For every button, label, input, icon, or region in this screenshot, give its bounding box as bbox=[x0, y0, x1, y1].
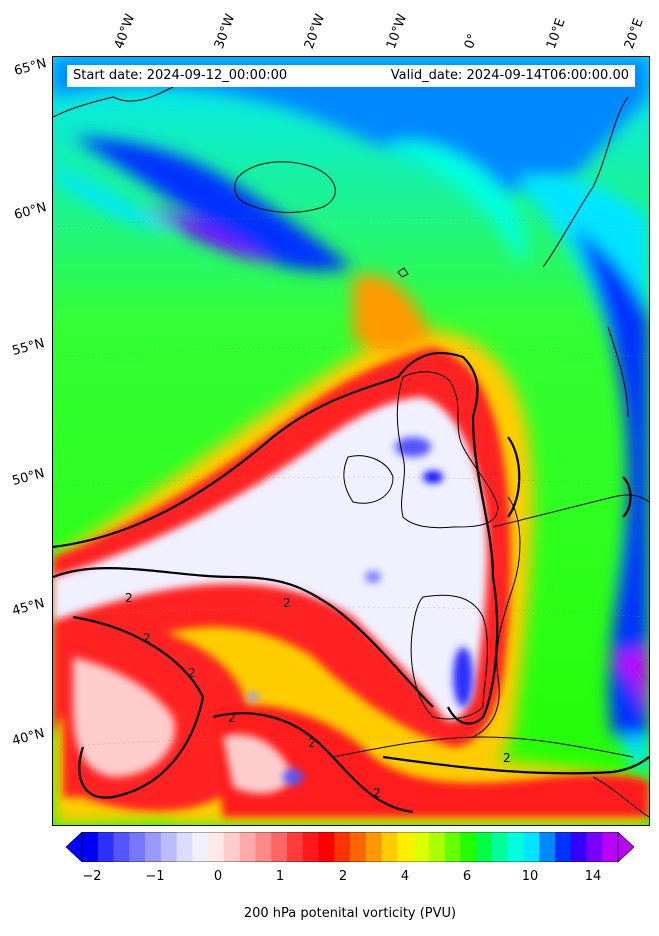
colorbar-tick: −1 bbox=[145, 869, 165, 884]
lat-label-60n: 60°N bbox=[12, 200, 49, 223]
contour-label: 2 bbox=[228, 711, 236, 725]
colorbar-cell bbox=[302, 832, 319, 862]
lon-label-40w: 40°W bbox=[111, 12, 139, 51]
colorbar-cell bbox=[397, 832, 414, 862]
lat-label-40n: 40°N bbox=[10, 726, 47, 749]
colorbar-min-arrow bbox=[66, 832, 83, 862]
colorbar-cell bbox=[208, 832, 225, 862]
northern-low-pv-region bbox=[53, 57, 649, 271]
lon-label-20e: 20°E bbox=[621, 16, 647, 51]
colorbar-cell bbox=[239, 832, 256, 862]
colorbar-cell bbox=[586, 832, 603, 862]
colorbar-cell bbox=[82, 832, 99, 862]
ireland-coast bbox=[343, 455, 394, 504]
iceland-coast bbox=[234, 161, 336, 213]
colorbar-cell bbox=[192, 832, 209, 862]
colorbar bbox=[66, 832, 634, 862]
colorbar-cell bbox=[381, 832, 398, 862]
colorbar-cell bbox=[444, 832, 461, 862]
eastern-low-pv-streamer bbox=[513, 174, 649, 778]
colorbar-cell bbox=[318, 832, 335, 862]
lon-label-0: 0° bbox=[461, 31, 482, 51]
colorbar-cell bbox=[160, 832, 177, 862]
pv-field-svg: 2 2 2 2 2 2 2 2 bbox=[53, 57, 649, 825]
colorbar-cell bbox=[223, 832, 240, 862]
start-date-text: Start date: 2024-09-12_00:00:00 bbox=[73, 68, 288, 83]
coastlines bbox=[53, 86, 649, 818]
negative-pv-spots bbox=[247, 437, 473, 785]
lon-label-30w: 30°W bbox=[211, 12, 239, 51]
lat-label-45n: 45°N bbox=[10, 596, 47, 619]
colorbar-cell bbox=[476, 832, 493, 862]
pv-map: 2 2 2 2 2 2 2 2 bbox=[52, 56, 650, 826]
valid-date-text: Valid_date: 2024-09-14T06:00:00.00 bbox=[390, 68, 629, 83]
colorbar-tick: 14 bbox=[584, 869, 602, 884]
norway-coast bbox=[542, 96, 629, 268]
contour-label: 2 bbox=[188, 666, 196, 680]
colorbar-cell bbox=[507, 832, 524, 862]
colorbar-cell bbox=[460, 832, 477, 862]
sweden-coast bbox=[607, 326, 629, 418]
colorbar-tick: 4 bbox=[400, 869, 410, 884]
colorbar-tick: 0 bbox=[213, 869, 223, 884]
colorbar-tick: 10 bbox=[521, 869, 539, 884]
colorbar-cell bbox=[129, 832, 146, 862]
colorbar-cell bbox=[271, 832, 288, 862]
colorbar-cell bbox=[539, 832, 556, 862]
lon-label-10w: 10°W bbox=[383, 12, 411, 51]
contour-label: 2 bbox=[283, 596, 291, 610]
contour-label: 2 bbox=[373, 786, 381, 800]
pv-2-contours bbox=[53, 352, 649, 814]
mediterranean-coast bbox=[592, 776, 649, 818]
greenland-coast bbox=[53, 86, 174, 118]
north-sea-coast bbox=[492, 494, 649, 528]
colorbar-tick: 6 bbox=[462, 869, 472, 884]
africa-coast bbox=[332, 736, 634, 758]
lat-label-50n: 50°N bbox=[10, 466, 47, 489]
iberia-coast bbox=[410, 594, 488, 720]
colorbar-cell bbox=[255, 832, 272, 862]
britain-coast bbox=[396, 371, 499, 529]
colorbar-cell bbox=[286, 832, 303, 862]
colorbar-cell bbox=[113, 832, 130, 862]
colorbar-tick: −2 bbox=[82, 869, 102, 884]
lon-label-10e: 10°E bbox=[543, 16, 569, 51]
colorbar-cell bbox=[491, 832, 508, 862]
contour-labels: 2 2 2 2 2 2 2 2 bbox=[125, 591, 511, 800]
colorbar-label: 200 hPa potenital vorticity (PVU) bbox=[243, 906, 457, 921]
lon-label-20w: 20°W bbox=[301, 12, 329, 51]
colorbar-cell bbox=[176, 832, 193, 862]
colorbar-cell bbox=[350, 832, 367, 862]
date-info-bar: Start date: 2024-09-12_00:00:00 Valid_da… bbox=[67, 65, 635, 87]
lat-label-65n: 65°N bbox=[12, 56, 49, 79]
colorbar-cell bbox=[602, 832, 619, 862]
colorbar-cell bbox=[428, 832, 445, 862]
colorbar-cell bbox=[334, 832, 351, 862]
colorbar-tick: 1 bbox=[275, 869, 285, 884]
colorbar-cell bbox=[570, 832, 587, 862]
colorbar-cell bbox=[413, 832, 430, 862]
colorbar-cell bbox=[145, 832, 162, 862]
colorbar-cell bbox=[365, 832, 382, 862]
faroe-coast bbox=[397, 267, 409, 278]
colorbar-cell bbox=[523, 832, 540, 862]
contour-label: 2 bbox=[308, 736, 316, 750]
colorbar-max-arrow bbox=[617, 832, 634, 862]
contour-label: 2 bbox=[125, 591, 133, 605]
contour-label: 2 bbox=[143, 631, 151, 645]
lat-label-55n: 55°N bbox=[10, 336, 47, 359]
very-high-pv-core bbox=[53, 397, 488, 794]
contour-label: 2 bbox=[503, 751, 511, 765]
colorbar-cell bbox=[97, 832, 114, 862]
colorbar-cell bbox=[554, 832, 571, 862]
france-coast bbox=[472, 496, 521, 738]
colorbar-tick: 2 bbox=[338, 869, 348, 884]
